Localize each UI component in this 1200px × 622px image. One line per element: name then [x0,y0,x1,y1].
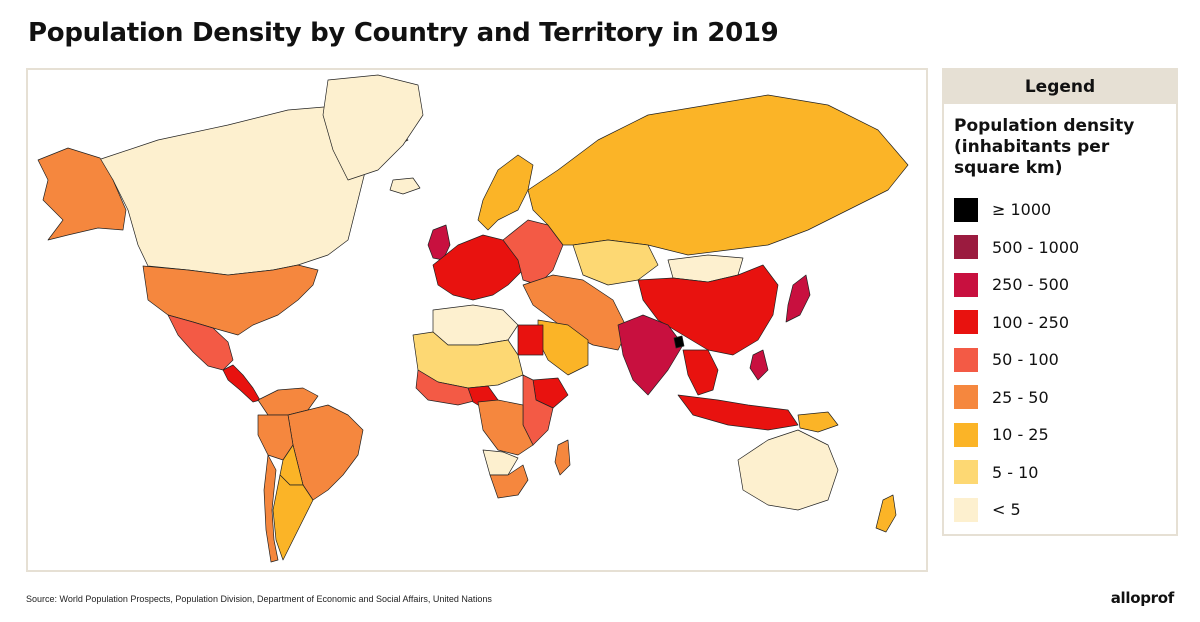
legend: Legend Population density (inhabitants p… [942,68,1178,536]
region-libya-algeria [432,304,519,346]
region-bangladesh [673,335,685,349]
legend-item: 250 - 500 [954,266,1176,304]
legend-swatch [954,310,978,335]
legend-label: 500 - 1000 [992,237,1080,257]
legend-swatch [954,422,978,447]
region-middle-east [522,274,629,351]
legend-swatch [954,197,978,222]
region-central-africa [477,399,534,456]
region-argentina [272,474,314,561]
world-map [26,68,928,572]
world-map-svg [37,74,909,563]
region-west-africa [415,369,479,406]
legend-label: 100 - 250 [992,312,1070,332]
region-central-america [222,364,261,403]
legend-swatch [954,385,978,410]
legend-item: < 5 [954,491,1176,529]
region-india [617,314,684,396]
legend-swatch [954,235,978,260]
legend-label: ≥ 1000 [992,200,1052,220]
region-kazakhstan [572,239,659,286]
region-new-zealand [875,494,897,533]
legend-label: 5 - 10 [992,462,1039,482]
legend-list: ≥ 1000 500 - 1000 250 - 500 100 - 250 50… [944,191,1176,529]
legend-item: 500 - 1000 [954,229,1176,267]
legend-item: 10 - 25 [954,416,1176,454]
legend-item: 5 - 10 [954,454,1176,492]
region-greenland [322,74,424,181]
region-usa [142,264,319,336]
region-southeast-asia [682,349,719,396]
region-chile [263,454,279,563]
legend-item: 50 - 100 [954,341,1176,379]
legend-swatch [954,497,978,522]
page-title: Population Density by Country and Territ… [28,18,779,48]
legend-swatch [954,272,978,297]
legend-subtitle: Population density (inhabitants per squa… [944,104,1176,179]
legend-label: 250 - 500 [992,275,1070,295]
legend-item: ≥ 1000 [954,191,1176,229]
region-australia [737,429,839,511]
region-mexico [167,314,234,371]
region-iceland [389,177,421,195]
region-eastern-europe [502,219,564,286]
region-southern-africa [489,464,529,499]
region-egypt [517,324,544,356]
source-note: Source: World Population Prospects, Popu… [26,594,492,604]
legend-swatch [954,460,978,485]
region-russia [527,94,909,256]
legend-item: 100 - 250 [954,304,1176,342]
region-canada [97,104,409,276]
region-madagascar [554,439,571,476]
legend-subtitle-line: Population density [954,116,1135,136]
legend-swatch [954,347,978,372]
region-japan [785,274,811,323]
legend-subtitle-line: (inhabitants per [954,137,1110,157]
region-scandinavia [477,154,534,231]
region-western-europe [432,234,524,301]
alloprof-logo: alloprof [1110,589,1175,607]
legend-label: 50 - 100 [992,350,1059,370]
region-alaska [37,147,127,241]
legend-label: < 5 [992,500,1021,520]
legend-item: 25 - 50 [954,379,1176,417]
region-papua [797,411,839,433]
region-indonesia [677,394,799,431]
legend-label: 25 - 50 [992,387,1049,407]
legend-header: Legend [944,70,1176,104]
region-philippines [749,349,769,381]
legend-label: 10 - 25 [992,425,1049,445]
region-namibia-botswana [482,449,519,476]
legend-subtitle-line: square km) [954,158,1063,178]
